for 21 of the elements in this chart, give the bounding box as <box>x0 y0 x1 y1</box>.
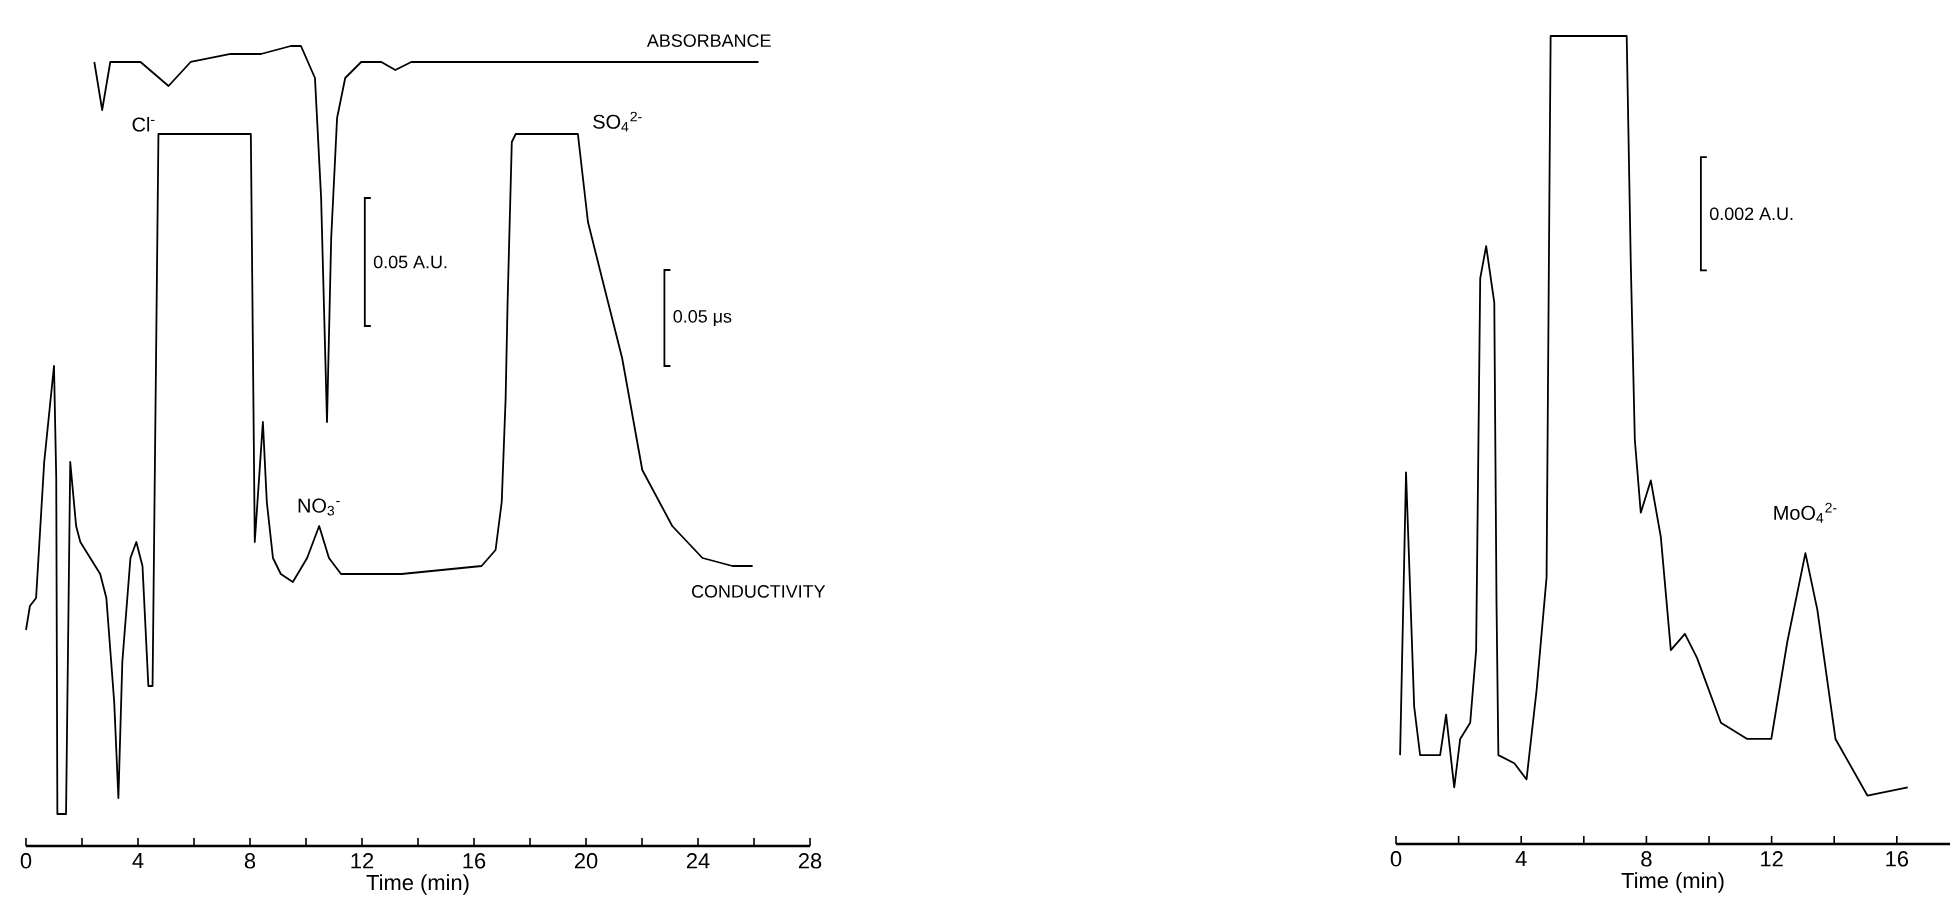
x-tick-label: 24 <box>686 853 710 869</box>
annotation: 0.002 A.U. <box>1709 207 1793 221</box>
x-tick-label: 16 <box>463 853 486 869</box>
annotation: Cl$^{-}$ <box>132 116 155 132</box>
x-tick-label: 12 <box>351 853 374 869</box>
annotation: 0.05 μs <box>673 310 732 326</box>
x-tick-label: 4 <box>132 853 144 869</box>
series-label: CONDUCTIVITY <box>691 585 826 598</box>
x-tick-label: 28 <box>798 853 822 869</box>
x-tick-label: 0 <box>20 853 32 869</box>
x-tick-label: 4 <box>1515 851 1527 867</box>
annotation: 0.05 A.U. <box>373 255 447 269</box>
x-tick-label: 12 <box>1761 851 1783 867</box>
x-tick-label: 8 <box>244 853 256 869</box>
x-tick-label: 8 <box>1641 851 1652 867</box>
x-tick-label: 20 <box>574 853 598 869</box>
series-label: ABSORBANCE <box>646 34 771 47</box>
x-tick-label: 16 <box>1886 851 1909 867</box>
x-axis-title: Time (min) <box>1621 872 1724 893</box>
x-tick-label: 0 <box>1390 851 1402 867</box>
x-axis-title: Time (min) <box>366 874 469 895</box>
